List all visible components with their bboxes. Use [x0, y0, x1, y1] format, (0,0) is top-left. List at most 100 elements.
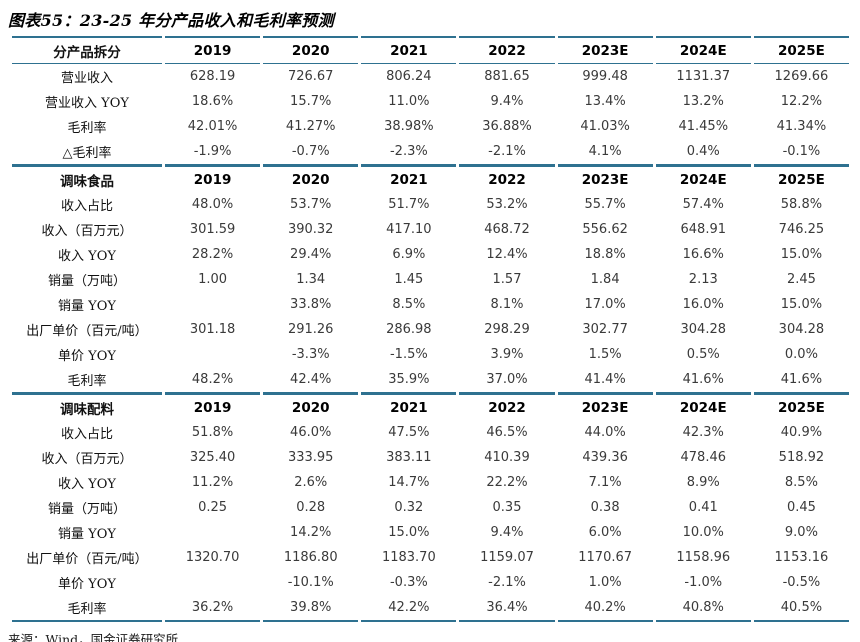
data-cell: 746.25: [778, 222, 825, 237]
data-cell: 12.4%: [486, 247, 528, 262]
data-cell: 15.0%: [780, 247, 823, 262]
table-row: 营业收入 628.19 726.67 806.24 881.65 999.48 1131.3…: [12, 64, 849, 89]
data-cell: 383.11: [386, 450, 432, 465]
row-label: 出厂单价（百元/吨）: [26, 324, 148, 339]
data-cell: 0.38: [590, 500, 620, 515]
year-header-cell: 2019: [165, 164, 261, 192]
data-cell: 726.67: [287, 69, 334, 84]
data-cell: 0.4%: [686, 144, 720, 159]
data-cell: 1.45: [394, 272, 424, 287]
data-cell: 0.45: [786, 500, 816, 515]
data-cell: 37.0%: [486, 372, 528, 387]
data-cell: 12.2%: [780, 94, 823, 109]
figure-title: 图表55：23-25 年分产品收入和毛利率预测: [8, 11, 334, 30]
data-cell: 0.35: [492, 500, 522, 515]
data-cell: 0.28: [296, 500, 326, 515]
table-row: 毛利率 42.01% 41.27% 38.98% 36.88% 41.03% 41.45% 4…: [12, 114, 849, 139]
data-cell: -2.1%: [488, 575, 526, 590]
year-header-cell: 2021: [361, 392, 457, 420]
data-cell: -2.3%: [389, 144, 428, 159]
year-header-cell: 2022: [459, 36, 555, 64]
data-cell: 291.26: [287, 322, 334, 337]
data-cell: 1131.37: [676, 69, 731, 84]
table-row: 毛利率 36.2% 39.8% 42.2% 36.4% 40.2% 40.8% 40.5%: [12, 595, 849, 622]
section-header-row: 调味食品 2019 2020 2021 2022 2023E 2024E 2025E: [12, 164, 849, 192]
year-header-cell: 2025E: [753, 36, 849, 64]
data-cell: [165, 292, 260, 317]
data-cell: 36.2%: [165, 595, 261, 622]
data-cell: 48.0%: [191, 197, 234, 212]
year-header-cell: 2020: [263, 392, 359, 420]
data-cell: 46.0%: [290, 425, 332, 440]
data-cell: 38.98%: [384, 119, 434, 134]
table-row: 销量 YOY 14.2% 15.0% 9.4% 6.0% 10.0% 9.0%: [12, 520, 849, 545]
data-cell: 302.77: [582, 322, 628, 337]
data-cell: 3.9%: [490, 347, 524, 362]
table-row: 收入（百万元） 301.59 390.32 417.10 468.72 556.62 648…: [12, 217, 849, 242]
data-cell: 417.10: [386, 222, 432, 237]
data-cell: 2.13: [688, 272, 718, 287]
table-row: 收入（百万元） 325.40 333.95 383.11 410.39 439.36 478…: [12, 445, 849, 470]
data-cell: 58.8%: [780, 197, 823, 212]
data-cell: 36.88%: [482, 119, 532, 134]
data-cell: 15.7%: [290, 94, 332, 109]
data-cell: 51.8%: [191, 425, 234, 440]
data-cell: [165, 520, 260, 545]
data-cell: 40.2%: [557, 595, 653, 622]
data-cell: 41.4%: [584, 372, 626, 387]
data-cell: 1158.96: [676, 550, 731, 565]
data-cell: 301.18: [189, 322, 236, 337]
row-label: △毛利率: [62, 146, 112, 161]
table-row: 出厂单价（百元/吨） 301.18 291.26 286.98 298.29 302.77…: [12, 317, 849, 342]
row-label: 收入占比: [60, 427, 113, 442]
data-cell: 53.7%: [290, 197, 332, 212]
data-cell: 1170.67: [578, 550, 633, 565]
data-cell: 1153.16: [774, 550, 829, 565]
data-cell: 41.6%: [682, 372, 724, 387]
data-cell: 6.9%: [392, 247, 426, 262]
data-cell: 286.98: [386, 322, 432, 337]
year-header-cell: 2023E: [557, 164, 653, 192]
data-cell: 518.92: [778, 450, 825, 465]
data-cell: 4.1%: [588, 144, 622, 159]
data-cell: 41.6%: [780, 372, 823, 387]
data-cell: 0.5%: [686, 347, 720, 362]
data-cell: -10.1%: [287, 575, 334, 590]
row-label: 营业收入 YOY: [45, 96, 129, 111]
data-cell: 8.5%: [392, 297, 426, 312]
data-cell: -0.5%: [782, 575, 821, 590]
data-cell: 1.5%: [588, 347, 622, 362]
data-cell: 0.41: [688, 500, 718, 515]
year-header-cell: 2022: [459, 392, 555, 420]
data-cell: 325.40: [189, 450, 236, 465]
data-cell: 40.5%: [753, 595, 849, 622]
table-row: 单价 YOY -3.3% -1.5% 3.9% 1.5% 0.5% 0.0%: [12, 342, 849, 367]
data-cell: 57.4%: [682, 197, 724, 212]
row-label: 收入（百万元）: [41, 224, 133, 239]
data-cell: 11.2%: [191, 475, 234, 490]
data-cell: 14.2%: [290, 525, 332, 540]
forecast-table-body: 分产品拆分 2019 2020 2021 2022 2023E 2024E 2025E 营业收入…: [12, 36, 849, 622]
data-cell: 0.0%: [784, 347, 818, 362]
data-cell: -0.1%: [782, 144, 821, 159]
data-cell: 11.0%: [388, 94, 430, 109]
data-cell: 29.4%: [290, 247, 332, 262]
year-header-cell: 2024E: [655, 36, 751, 64]
data-cell: 40.9%: [780, 425, 823, 440]
row-label: 销量 YOY: [58, 299, 116, 314]
data-cell: 999.48: [582, 69, 628, 84]
data-cell: 7.1%: [588, 475, 622, 490]
year-header-cell: 2021: [361, 36, 457, 64]
year-header-cell: 2021: [361, 164, 457, 192]
data-cell: -1.0%: [684, 575, 723, 590]
data-cell: 301.59: [189, 222, 236, 237]
table-row: 收入 YOY 11.2% 2.6% 14.7% 22.2% 7.1% 8.9% 8.5%: [12, 470, 849, 495]
data-cell: 48.2%: [191, 372, 234, 387]
data-cell: 13.2%: [682, 94, 724, 109]
data-cell: 41.45%: [678, 119, 729, 134]
year-header-cell: 2023E: [557, 392, 653, 420]
row-label: 出厂单价（百元/吨）: [26, 552, 148, 567]
data-cell: 881.65: [484, 69, 530, 84]
data-cell: 1.57: [492, 272, 522, 287]
